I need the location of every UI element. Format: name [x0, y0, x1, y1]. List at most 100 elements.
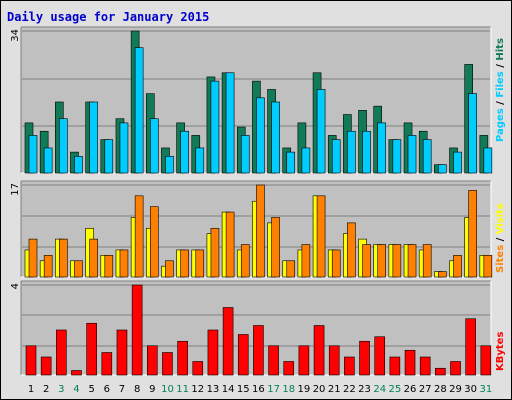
bar-kbytes-day-13 [207, 329, 219, 376]
legend-separator: / [495, 98, 506, 109]
legend-pages: Pages [495, 108, 506, 142]
bar-sites-day-18 [286, 260, 296, 278]
y-max-label: 17 [10, 183, 21, 196]
bar-sites-day-1 [28, 238, 38, 278]
x-tick-label-day-16: 16 [252, 384, 265, 395]
y-max-label: 34 [10, 29, 21, 42]
bar-kbytes-day-5 [86, 322, 97, 376]
bar-sites-day-6 [104, 255, 114, 278]
bar-kbytes-day-27 [419, 356, 431, 376]
x-tick-label-day-1: 1 [28, 384, 34, 395]
x-tick-label-day-25: 25 [389, 384, 402, 395]
bar-files-day-3 [59, 118, 68, 174]
bar-kbytes-day-18 [283, 361, 295, 376]
legend-sites: Sites [495, 245, 506, 273]
bar-files-day-16 [256, 97, 265, 174]
x-tick-label-day-24: 24 [373, 384, 386, 395]
bar-files-day-14 [225, 72, 235, 174]
bar-kbytes-day-6 [101, 352, 113, 376]
bar-files-day-19 [301, 147, 311, 174]
bar-sites-day-17 [271, 217, 280, 278]
bar-kbytes-day-31 [480, 345, 492, 376]
bar-files-day-6 [104, 139, 114, 174]
bar-files-day-13 [210, 80, 220, 174]
y-max-label: 4 [10, 283, 21, 289]
bar-sites-day-15 [240, 244, 250, 278]
x-tick-label-day-18: 18 [282, 384, 295, 395]
bar-files-day-12 [195, 147, 205, 174]
bar-files-day-15 [240, 135, 250, 174]
bar-sites-day-31 [483, 255, 493, 278]
bar-kbytes-day-10 [162, 352, 173, 376]
bar-sites-day-30 [468, 190, 477, 278]
x-tick-label-day-29: 29 [449, 384, 462, 395]
x-tick-label-day-9: 9 [149, 384, 155, 395]
bar-files-day-11 [180, 130, 189, 174]
legend-separator: / [495, 234, 506, 245]
bar-kbytes-day-11 [177, 340, 188, 376]
x-tick-label-day-5: 5 [88, 384, 94, 395]
bar-files-day-4 [74, 155, 83, 174]
bar-sites-day-28 [438, 271, 447, 278]
bar-files-day-25 [392, 139, 402, 174]
x-tick-label-day-12: 12 [191, 384, 204, 395]
bar-sites-day-25 [392, 244, 402, 278]
legend-kbytes: KBytes [495, 332, 506, 371]
bar-kbytes-day-28 [435, 367, 446, 376]
bar-kbytes-day-24 [374, 336, 386, 376]
chart-title: Daily usage for January 2015 [7, 10, 210, 24]
bar-files-day-30 [468, 93, 477, 174]
x-tick-label-day-26: 26 [404, 384, 417, 395]
x-tick-label-day-30: 30 [464, 384, 477, 395]
bar-sites-day-11 [180, 249, 189, 278]
bar-files-day-7 [119, 122, 129, 174]
legend-sites-visits: Sites / Visits [495, 203, 506, 273]
bar-sites-day-12 [195, 249, 205, 278]
bar-kbytes-day-23 [359, 340, 370, 376]
bar-sites-day-20 [316, 195, 326, 278]
bar-files-day-8 [134, 47, 144, 174]
bar-sites-day-2 [43, 255, 53, 278]
x-tick-label-day-28: 28 [434, 384, 447, 395]
x-tick-label-day-6: 6 [104, 384, 110, 395]
legend-hits: Hits [495, 38, 506, 61]
x-tick-label-day-27: 27 [419, 384, 432, 395]
bar-sites-day-29 [453, 255, 462, 278]
bar-sites-day-19 [301, 244, 311, 278]
bar-files-day-24 [377, 122, 387, 174]
bar-files-day-2 [43, 147, 53, 174]
x-tick-label-day-31: 31 [479, 384, 492, 395]
legend-hits-files-pages: Pages / Files / Hits [495, 38, 506, 142]
x-tick-label-day-3: 3 [58, 384, 64, 395]
bar-kbytes-day-8 [131, 284, 143, 376]
bar-files-day-23 [362, 130, 371, 174]
bar-kbytes-day-29 [450, 361, 461, 376]
x-tick-label-day-2: 2 [43, 384, 49, 395]
x-tick-label-day-20: 20 [313, 384, 326, 395]
legend-visits: Visits [495, 203, 506, 234]
x-tick-label-day-10: 10 [161, 384, 174, 395]
bar-files-day-22 [347, 130, 356, 174]
bar-kbytes-day-21 [328, 345, 340, 376]
bar-kbytes-day-17 [268, 345, 279, 376]
bar-sites-day-3 [59, 238, 68, 278]
bar-files-day-17 [271, 101, 280, 174]
x-tick-label-day-17: 17 [267, 384, 280, 395]
x-tick-label-day-15: 15 [237, 384, 250, 395]
x-tick-label-day-11: 11 [176, 384, 189, 395]
bar-kbytes-day-2 [40, 356, 52, 376]
bar-kbytes-day-30 [465, 318, 476, 376]
bar-kbytes-day-19 [298, 345, 310, 376]
bar-files-day-31 [483, 147, 493, 174]
bar-kbytes-day-4 [71, 370, 82, 376]
bar-sites-day-13 [210, 227, 220, 278]
x-tick-label-day-22: 22 [343, 384, 356, 395]
bar-sites-day-27 [422, 244, 432, 278]
bar-files-day-27 [422, 139, 432, 174]
bar-files-day-10 [165, 155, 174, 174]
x-tick-label-day-14: 14 [222, 384, 235, 395]
bar-files-day-20 [316, 89, 326, 174]
bar-files-day-1 [28, 135, 38, 174]
bar-kbytes-day-7 [116, 329, 128, 376]
bar-kbytes-day-22 [344, 356, 355, 376]
